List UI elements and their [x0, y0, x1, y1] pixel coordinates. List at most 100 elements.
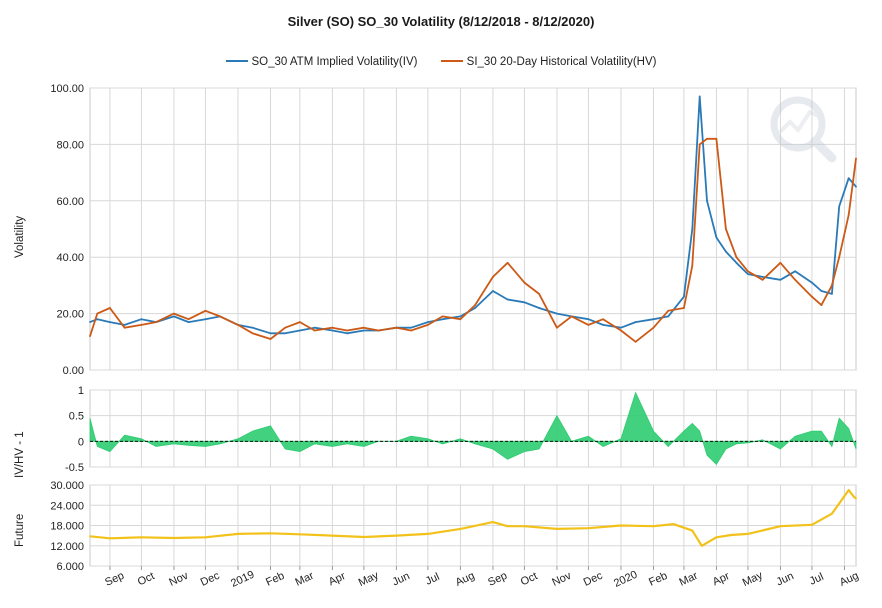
plot-frame — [89, 389, 857, 468]
data-point-hv — [602, 318, 605, 321]
data-point-future — [492, 521, 494, 524]
legend-item-hv[interactable]: SI_30 20-Day Historical Volatility(HV) — [440, 56, 657, 68]
data-point-future — [847, 489, 850, 491]
data-point-iv — [538, 307, 541, 309]
data-point-iv — [587, 318, 590, 321]
data-point-hv — [410, 329, 412, 332]
data-point-future — [89, 535, 91, 538]
y-tick-label: 24.000 — [50, 500, 84, 512]
x-axis: Sep Oct Nov Dec 2019 Feb Mar Apr May Jun Jul Aug Sep… — [103, 566, 861, 590]
data-point-hv — [173, 312, 175, 315]
data-point-hv — [96, 312, 99, 315]
data-point-future — [269, 532, 272, 535]
y-tick-label: -0.5 — [65, 462, 84, 474]
data-point-future — [506, 525, 509, 528]
chart-title: Silver (SO) SO_30 Volatility (8/12/2018 … — [287, 14, 595, 29]
data-point-iv — [735, 261, 738, 264]
data-point-iv — [811, 281, 813, 284]
x-tick-label: Feb — [647, 570, 669, 589]
data-point-future — [779, 525, 782, 528]
data-point-future — [523, 525, 526, 528]
data-point-iv — [426, 321, 429, 323]
data-point-iv — [204, 318, 207, 321]
data-point-iv — [269, 332, 272, 335]
volatility-panel: 100.00 80.00 60.00 40.00 20.00 0.00 — [50, 83, 857, 377]
ratio-panel: 1 0.5 0 -0.5 — [65, 385, 857, 474]
data-point-hv — [556, 326, 558, 329]
data-point-hv — [838, 256, 841, 259]
data-point-hv — [269, 338, 272, 340]
data-point-hv — [820, 304, 823, 307]
data-point-hv — [706, 137, 708, 140]
data-point-iv — [602, 323, 605, 326]
data-point-iv — [724, 250, 727, 253]
x-tick-label: Nov — [167, 569, 190, 588]
data-point-future — [620, 524, 622, 527]
y-axis-label-ratio: IV/HV - 1 — [14, 431, 26, 478]
x-tick-label: Jun — [775, 570, 796, 588]
y-tick-label: 18.000 — [50, 521, 84, 533]
data-point-hv — [187, 318, 190, 321]
data-point-hv — [538, 292, 541, 295]
x-tick-label: Feb — [264, 570, 286, 589]
data-point-iv — [492, 290, 494, 292]
data-point-iv — [715, 236, 718, 239]
data-point-iv — [847, 177, 850, 180]
data-point-future — [855, 497, 857, 500]
data-point-iv — [830, 292, 833, 295]
data-point-hv — [683, 307, 685, 309]
data-point-hv — [426, 323, 429, 326]
data-point-iv — [410, 326, 412, 329]
data-point-iv — [838, 205, 841, 208]
data-point-future — [811, 523, 813, 526]
x-tick-label: Aug — [454, 570, 477, 589]
data-point-iv — [251, 326, 254, 329]
data-point-future — [173, 537, 175, 539]
data-point-iv — [123, 323, 126, 326]
x-tick-label: Dec — [199, 569, 222, 588]
legend-swatch-iv — [225, 59, 248, 62]
data-point-future — [691, 529, 694, 532]
data-point-iv — [683, 295, 685, 298]
data-point-hv — [313, 329, 316, 332]
legend-label-iv: SO_30 ATM Implied Volatility(IV) — [251, 56, 418, 68]
data-point-hv — [362, 326, 365, 329]
data-point-future — [362, 536, 365, 538]
legend-item-iv[interactable]: SO_30 ATM Implied Volatility(IV) — [225, 56, 418, 68]
x-tick-label: Dec — [582, 569, 605, 588]
y-tick-label: 0.00 — [63, 365, 84, 377]
data-point-future — [853, 495, 855, 498]
ratio-area — [89, 391, 857, 466]
y-tick-label: 60.00 — [56, 196, 84, 208]
data-point-hv — [634, 340, 637, 343]
data-point-hv — [587, 323, 590, 326]
data-point-hv — [346, 329, 348, 332]
y-tick-label: 0 — [78, 436, 84, 448]
data-point-hv — [715, 137, 718, 140]
data-point-iv — [779, 278, 782, 281]
data-point-future — [204, 536, 207, 539]
x-tick-label: Jul — [808, 571, 826, 588]
data-point-hv — [140, 323, 143, 326]
x-tick-label: Sep — [486, 570, 509, 589]
x-tick-label: May — [357, 569, 381, 589]
x-tick-label: Sep — [103, 570, 126, 589]
data-point-hv — [204, 309, 207, 312]
x-tick-label: Apr — [327, 570, 348, 588]
data-point-hv — [474, 304, 476, 307]
data-point-hv — [155, 321, 158, 323]
x-tick-label: Mar — [293, 570, 316, 589]
data-point-iv — [652, 318, 655, 321]
data-point-hv — [652, 326, 655, 329]
data-point-iv — [173, 315, 175, 318]
data-point-hv — [691, 264, 694, 267]
x-tick-label: Jul — [424, 571, 442, 588]
data-point-future — [395, 534, 398, 537]
data-point-hv — [830, 284, 833, 287]
data-point-iv — [667, 315, 670, 318]
data-point-future — [237, 533, 239, 535]
data-point-future — [730, 534, 733, 536]
y-tick-label: 6.000 — [56, 561, 84, 573]
plot-frame — [89, 87, 857, 371]
